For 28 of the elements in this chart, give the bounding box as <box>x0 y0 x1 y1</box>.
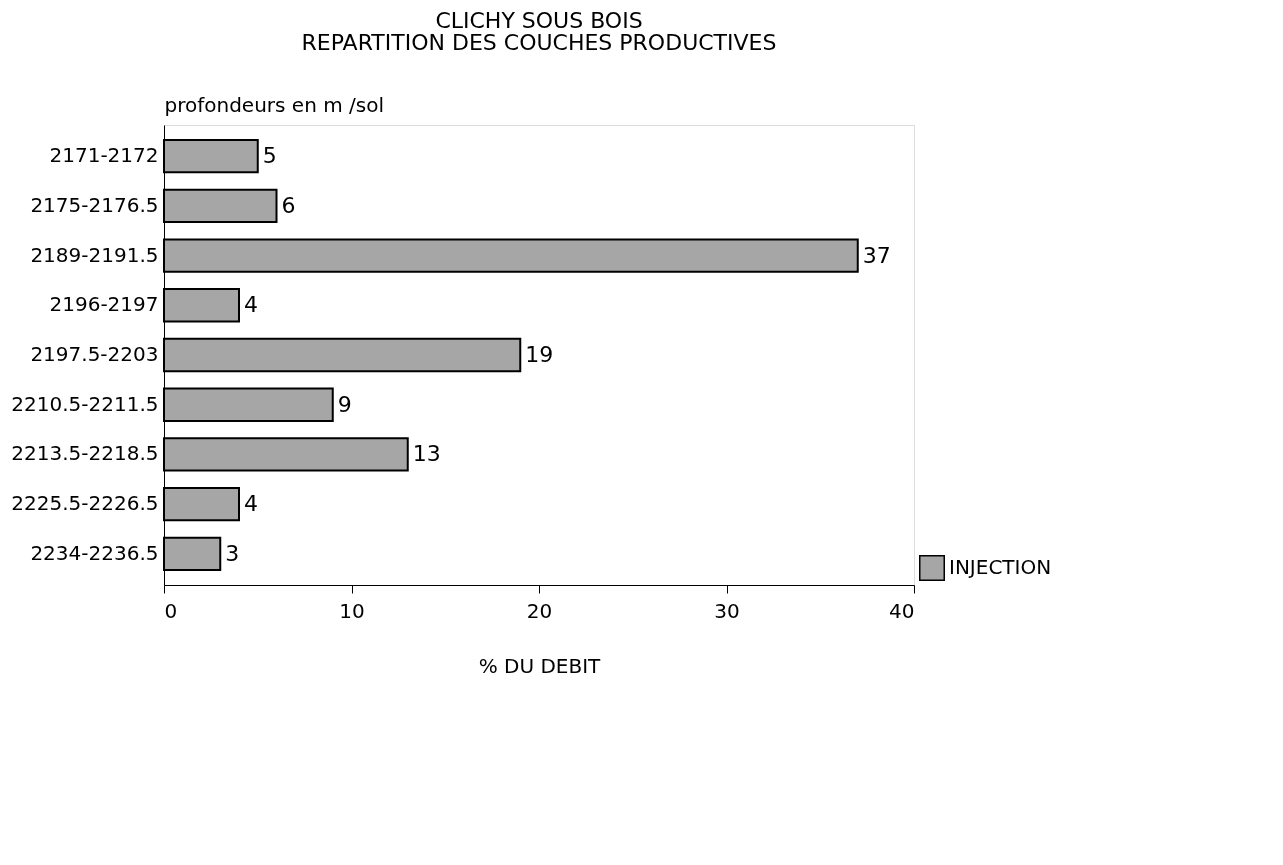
y-tick-label: 2175-2176.5 <box>30 192 159 217</box>
y-tick-label: 2189-2191.5 <box>30 242 159 267</box>
x-tick-label: 0 <box>164 598 178 623</box>
data-label: 4 <box>244 491 258 517</box>
x-tick-label: 10 <box>339 598 365 623</box>
x-axis-title: % DU DEBIT <box>478 653 602 678</box>
data-label: 19 <box>525 342 554 367</box>
data-label: 6 <box>281 192 296 218</box>
legend-label: INJECTION <box>949 555 1052 579</box>
y-tick-label: 2225.5-2226.5 <box>11 491 159 516</box>
data-label: 9 <box>337 391 352 417</box>
data-label: 5 <box>262 143 277 169</box>
data-label: 4 <box>244 292 258 318</box>
x-tick-label: 30 <box>714 598 740 623</box>
chart-title: CLICHY SOUS BOIS <box>435 8 643 33</box>
y-axis-title: profondeurs en m /sol <box>164 92 384 117</box>
y-tick-label: 2210.5-2211.5 <box>11 391 159 416</box>
x-tick-label: 20 <box>526 598 553 623</box>
data-label: 37 <box>862 242 891 268</box>
chart-subtitle: REPARTITION DES COUCHES PRODUCTIVES <box>301 30 777 55</box>
y-tick-label: 2171-2172 <box>49 143 159 168</box>
y-tick-label: 2213.5-2218.5 <box>11 441 159 466</box>
data-label: 3 <box>225 540 240 566</box>
data-label: 13 <box>412 441 441 467</box>
y-tick-label: 2197.5-2203 <box>30 342 159 366</box>
x-tick-label: 40 <box>889 598 915 623</box>
y-tick-label: 2196-2197 <box>49 292 159 317</box>
y-tick-label: 2234-2236.5 <box>30 540 159 565</box>
